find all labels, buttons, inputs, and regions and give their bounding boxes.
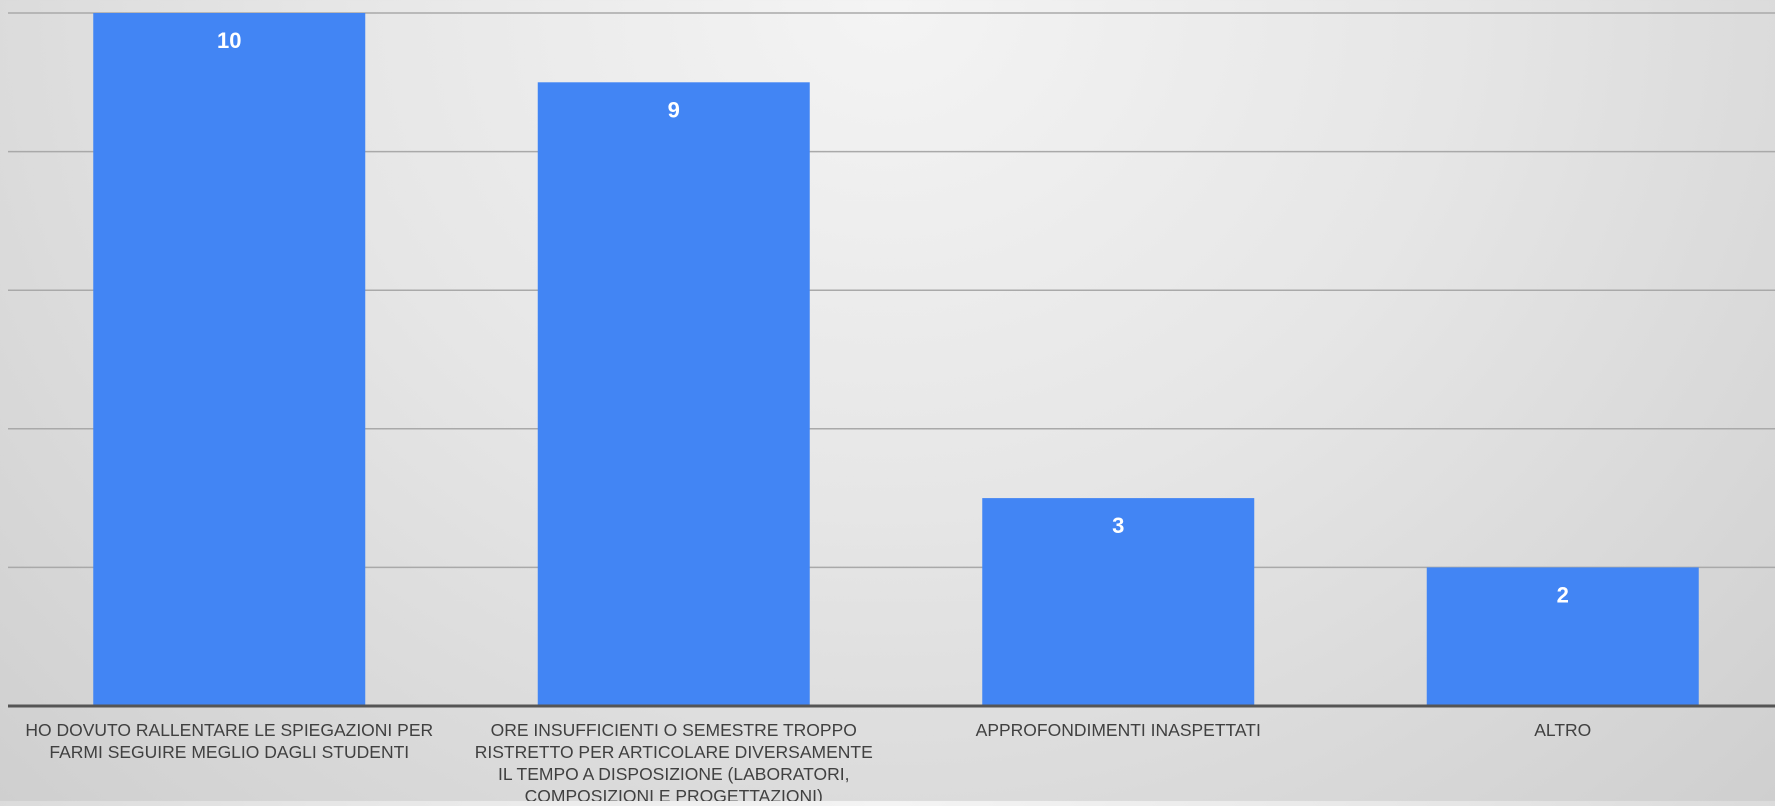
category-label-line: RISTRETTO PER ARTICOLARE DIVERSAMENTE — [475, 742, 873, 762]
category-label-1: HO DOVUTO RALLENTARE LE SPIEGAZIONI PER F… — [25, 720, 433, 762]
category-label-line: ALTRO — [1534, 720, 1591, 740]
category-label-line: IL TEMPO A DISPOSIZIONE (LABORATORI, — [498, 764, 849, 784]
category-label-3: APPROFONDIMENTI INASPETTATI — [976, 720, 1261, 740]
category-label-2: ORE INSUFFICIENTI O SEMESTRE TROPPO RISTR… — [475, 720, 873, 801]
bar-4 — [1426, 567, 1699, 706]
category-label-line: APPROFONDIMENTI INASPETTATI — [976, 720, 1261, 740]
data-label-2: 9 — [668, 97, 680, 122]
category-label-line: COMPOSIZIONI E PROGETTAZIONI) — [525, 786, 823, 801]
bar-3 — [982, 498, 1255, 706]
bar-1 — [93, 13, 366, 706]
category-label-line: FARMI SEGUIRE MEGLIO DAGLI STUDENTI — [49, 742, 409, 762]
bar-2 — [537, 82, 810, 707]
data-label-1: 10 — [217, 28, 241, 53]
data-label-4: 2 — [1557, 582, 1569, 607]
category-label-line: HO DOVUTO RALLENTARE LE SPIEGAZIONI PER — [25, 720, 433, 740]
category-label-4: ALTRO — [1534, 720, 1591, 740]
data-label-3: 3 — [1112, 513, 1124, 538]
category-label-line: ORE INSUFFICIENTI O SEMESTRE TROPPO — [491, 720, 857, 740]
